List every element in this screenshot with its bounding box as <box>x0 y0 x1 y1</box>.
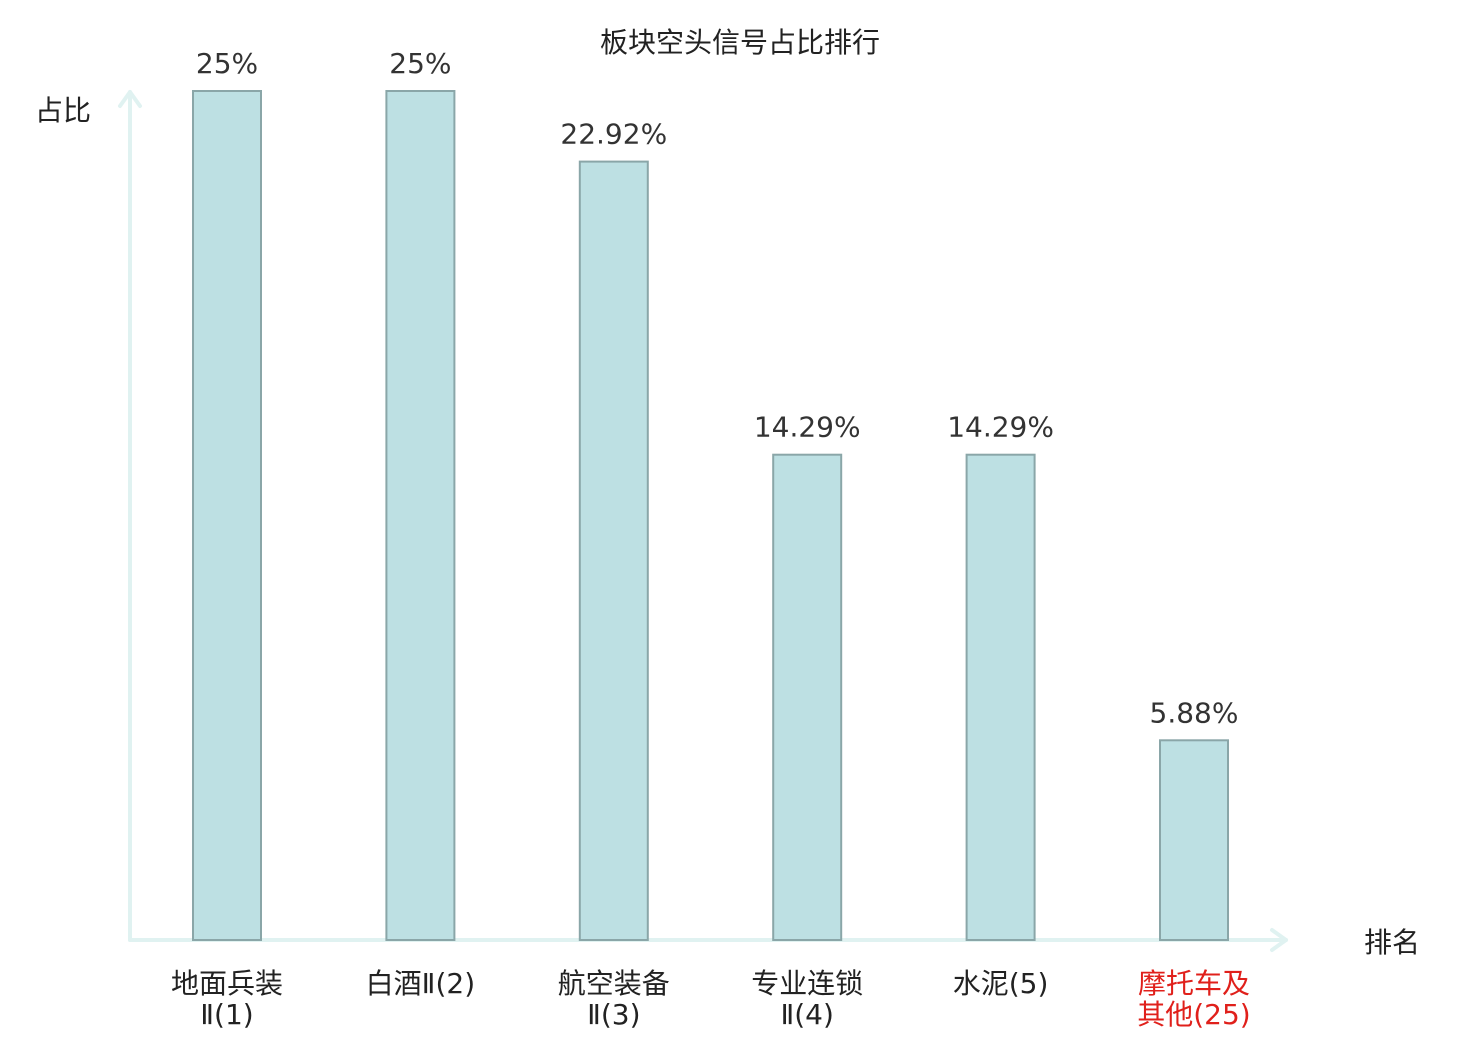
x-axis <box>128 928 1288 952</box>
value-label-5: 14.29% <box>947 411 1054 444</box>
value-label-3: 22.92% <box>560 118 667 151</box>
bar-3 <box>578 160 649 942</box>
value-label-4: 14.29% <box>754 411 861 444</box>
category-label-3: 航空装备 Ⅱ(3) <box>558 967 670 1031</box>
bar-4 <box>772 453 843 941</box>
value-label-1: 25% <box>196 47 258 80</box>
category-label-4: 专业连锁 Ⅱ(4) <box>751 967 863 1031</box>
bar-6 <box>1159 739 1229 941</box>
chart-title: 板块空头信号占比排行 <box>600 26 880 59</box>
bars-group <box>192 90 1229 942</box>
category-label-2: 白酒Ⅱ(2) <box>366 967 475 1000</box>
y-axis <box>118 90 142 942</box>
bar-2 <box>385 90 456 941</box>
x-axis-label: 排名 <box>1364 926 1420 959</box>
bar-1 <box>192 90 262 941</box>
category-label-5: 水泥(5) <box>953 967 1049 1000</box>
category-labels-group: 地面兵装 Ⅱ(1) 白酒Ⅱ(2) 航空装备 Ⅱ(3) 专业连锁 Ⅱ(4) 水泥(5) 摩托车及其… <box>171 967 1251 1031</box>
value-label-6: 5.88% <box>1150 696 1239 729</box>
value-labels-group: 25% 25% 22.92% 14.29% 14.29% 5.88% <box>196 47 1239 729</box>
bar-5 <box>965 453 1036 941</box>
category-label-1: 地面兵装 Ⅱ(1) <box>171 967 283 1031</box>
y-axis-label: 占比 <box>35 94 91 127</box>
category-label-6: 摩托车及其他(25) <box>1137 967 1250 1031</box>
value-label-2: 25% <box>389 47 451 80</box>
